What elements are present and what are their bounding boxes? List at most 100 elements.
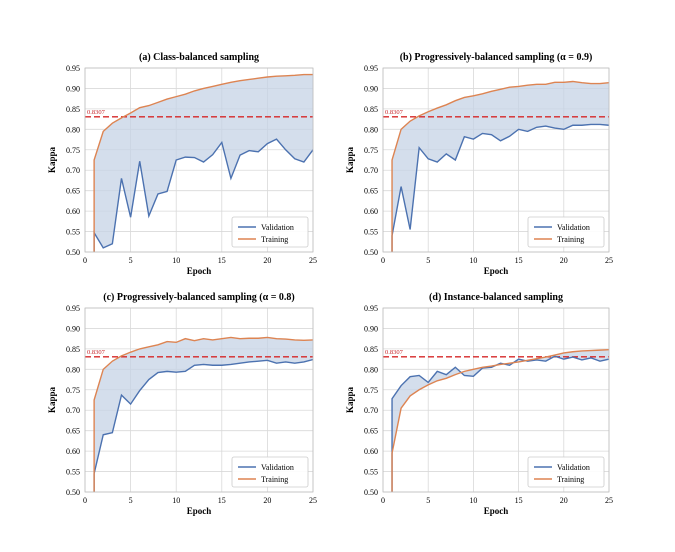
y-tick-label: 0.50: [66, 248, 80, 257]
y-tick-label: 0.65: [66, 187, 80, 196]
chart-panel-2: 0.8307 0.50 0.55 0.60 0.65 0.70 0.75 0.80 0.85 0.…: [345, 52, 613, 276]
series-line-validation: [391, 123, 609, 252]
chart-panel-3: 0.8307 0.50 0.55 0.60 0.65 0.70 0.75 0.80 0.85 0.…: [47, 292, 317, 516]
fill-between-area: [392, 81, 609, 236]
x-tick-label: 10: [469, 496, 477, 505]
chart-title: (a) Class-balanced sampling: [139, 52, 259, 63]
y-tick-label: 0.55: [66, 468, 80, 477]
x-tick-label: 25: [605, 256, 613, 265]
chart-title: (b) Progressively-balanced sampling (α =…: [400, 52, 593, 63]
legend-label-validation: Validation: [557, 223, 590, 232]
y-tick-label: 0.95: [66, 64, 80, 73]
y-tick-label: 0.85: [66, 345, 80, 354]
y-tick-label: 0.75: [364, 386, 378, 395]
y-axis-label: Kappa: [47, 146, 57, 173]
x-tick-label: 5: [426, 256, 430, 265]
chart-title: (c) Progressively-balanced sampling (α =…: [103, 292, 294, 303]
y-tick-label: 0.55: [364, 468, 378, 477]
y-axis-label: Kappa: [345, 146, 355, 173]
series-points-training: [392, 349, 610, 454]
reference-label: 0.8307: [385, 349, 404, 356]
y-tick-label: 0.55: [364, 228, 378, 237]
x-axis-label: Epoch: [484, 506, 509, 516]
x-tick-label: 0: [83, 496, 87, 505]
series-line-training: [93, 73, 313, 252]
plot-frame: [382, 67, 610, 253]
series-points-validation: [392, 124, 610, 236]
plot-frame: [84, 67, 314, 253]
x-tick-label: 10: [172, 256, 180, 265]
y-tick-label: 0.50: [364, 488, 378, 497]
legend-label-validation: Validation: [261, 223, 294, 232]
x-tick-label: 5: [129, 496, 133, 505]
y-tick-label: 0.95: [364, 64, 378, 73]
x-tick-label: 20: [560, 496, 568, 505]
x-tick-label: 10: [469, 256, 477, 265]
x-tick-label: 25: [309, 496, 317, 505]
fill-between-area: [94, 337, 313, 474]
x-axis-label: Epoch: [187, 506, 212, 516]
reference-label: 0.8307: [385, 109, 404, 116]
x-tick-label: 25: [309, 256, 317, 265]
y-tick-label: 0.90: [66, 324, 80, 333]
y-axis-label: Kappa: [47, 386, 57, 413]
y-tick-label: 0.90: [364, 84, 378, 93]
y-tick-label: 0.60: [364, 447, 378, 456]
legend-label-training: Training: [557, 235, 584, 244]
x-tick-label: 15: [218, 256, 226, 265]
y-tick-label: 0.65: [364, 427, 378, 436]
legend: Validation Training: [527, 456, 605, 488]
legend-label-validation: Validation: [557, 463, 590, 472]
x-tick-label: 10: [172, 496, 180, 505]
series-line-training: [93, 336, 313, 492]
y-tick-label: 0.60: [66, 207, 80, 216]
y-tick-label: 0.65: [66, 427, 80, 436]
y-axis-label: Kappa: [345, 386, 355, 413]
y-tick-label: 0.80: [364, 125, 378, 134]
y-tick-label: 0.65: [364, 187, 378, 196]
series-points-training: [392, 81, 610, 161]
x-axis-label: Epoch: [484, 266, 509, 276]
y-tick-label: 0.80: [66, 365, 80, 374]
series-line-training: [391, 349, 609, 492]
legend: Validation Training: [231, 216, 309, 248]
y-tick-label: 0.70: [66, 166, 80, 175]
y-tick-label: 0.60: [364, 207, 378, 216]
x-tick-label: 5: [426, 496, 430, 505]
y-tick-label: 0.75: [66, 146, 80, 155]
chart-panel-1: 0.8307 0.50 0.55 0.60 0.65 0.70 0.75 0.80 0.85 0.…: [47, 52, 317, 276]
legend-label-training: Training: [261, 235, 288, 244]
y-tick-label: 0.80: [66, 125, 80, 134]
y-tick-label: 0.60: [66, 447, 80, 456]
reference-label: 0.8307: [87, 109, 106, 116]
x-tick-label: 0: [83, 256, 87, 265]
y-tick-label: 0.50: [364, 248, 378, 257]
y-tick-label: 0.85: [66, 105, 80, 114]
legend: Validation Training: [527, 216, 605, 248]
series-line-validation: [93, 138, 313, 252]
legend-label-training: Training: [557, 475, 584, 484]
series-line-training: [391, 80, 609, 252]
y-tick-label: 0.70: [66, 406, 80, 415]
chart-title: (d) Instance-balanced sampling: [429, 292, 563, 303]
y-tick-label: 0.90: [364, 324, 378, 333]
y-tick-label: 0.95: [364, 304, 378, 313]
y-tick-label: 0.75: [364, 146, 378, 155]
series-points-training: [94, 74, 314, 161]
plot-frame: [84, 307, 314, 493]
y-tick-label: 0.80: [364, 365, 378, 374]
y-tick-label: 0.70: [364, 166, 378, 175]
series-line-validation: [93, 358, 313, 492]
x-tick-label: 5: [129, 256, 133, 265]
y-tick-label: 0.95: [66, 304, 80, 313]
y-tick-label: 0.70: [364, 406, 378, 415]
reference-label: 0.8307: [87, 349, 106, 356]
y-tick-label: 0.85: [364, 345, 378, 354]
x-tick-label: 20: [263, 496, 271, 505]
y-tick-label: 0.50: [66, 488, 80, 497]
x-axis-label: Epoch: [187, 266, 212, 276]
fill-between-area: [392, 349, 609, 454]
legend: Validation Training: [231, 456, 309, 488]
chart-panel-4: 0.8307 0.50 0.55 0.60 0.65 0.70 0.75 0.80 0.85 0.…: [345, 292, 613, 516]
